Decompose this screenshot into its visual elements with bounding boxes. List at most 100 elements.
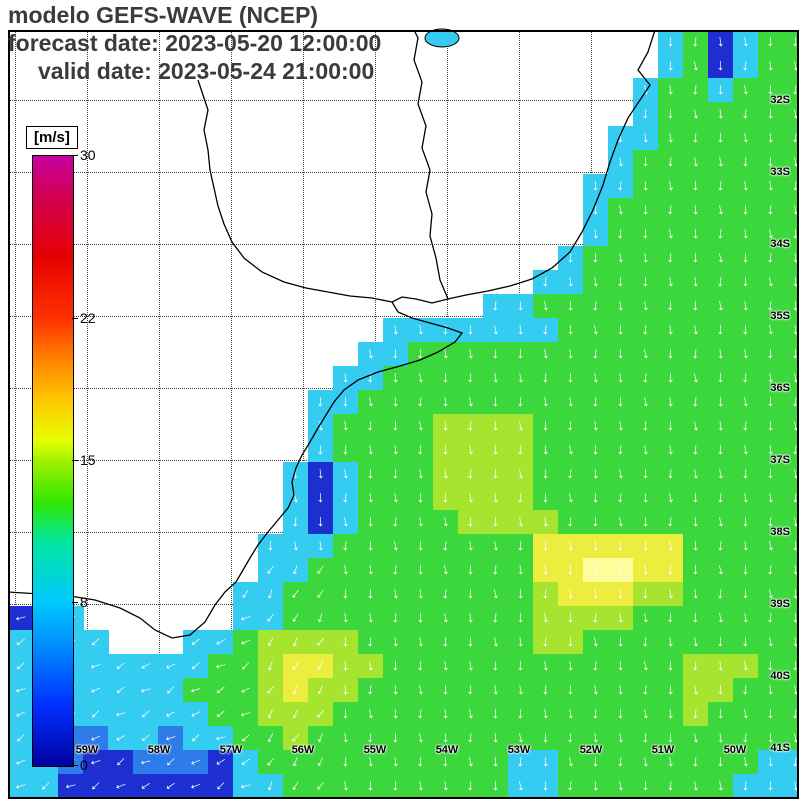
wind-arrow: ↓ <box>640 104 651 123</box>
wind-cell: ↓ <box>433 510 459 535</box>
wind-arrow: ↓ <box>590 536 601 555</box>
wind-cell: ↓ <box>333 750 359 775</box>
wind-arrow: ↓ <box>715 464 726 483</box>
wind-arrow: ↓ <box>465 656 476 675</box>
wind-arrow: ↓ <box>340 368 351 387</box>
wind-cell: ↓ <box>333 510 359 535</box>
wind-cell: ↓ <box>758 222 784 247</box>
wind-cell: ↓ <box>208 750 234 775</box>
wind-arrow: ↓ <box>515 320 526 339</box>
wind-cell: ↓ <box>408 462 434 487</box>
wind-cell: ↓ <box>383 726 409 751</box>
wind-arrow: ↓ <box>490 752 501 771</box>
wind-cell: ↓ <box>533 726 559 751</box>
wind-arrow: ↓ <box>540 368 551 387</box>
wind-arrow: ↓ <box>366 512 375 531</box>
wind-arrow: ↓ <box>666 680 675 699</box>
wind-cell: ↓ <box>608 606 634 631</box>
wind-arrow: ↓ <box>489 320 501 339</box>
wind-arrow: ↓ <box>416 560 425 579</box>
wind-cell: ↓ <box>583 726 609 751</box>
wind-cell: ↓ <box>608 294 634 319</box>
wind-arrow: ↓ <box>339 776 351 795</box>
wind-cell: ↓ <box>433 462 459 487</box>
colorbar-tick <box>72 602 78 604</box>
wind-cell: ↓ <box>733 318 759 343</box>
wind-cell: ↓ <box>8 702 34 727</box>
wind-arrow: ↓ <box>639 296 651 315</box>
wind-cell: ↓ <box>783 390 797 415</box>
wind-cell: ↓ <box>483 486 509 511</box>
wind-arrow: ↓ <box>565 392 576 411</box>
colorbar-tick-label: 22 <box>80 309 96 326</box>
wind-cell: ↓ <box>33 774 59 797</box>
wind-cell: ↓ <box>408 654 434 679</box>
wind-cell: ↓ <box>758 702 784 727</box>
wind-cell: ↓ <box>508 630 534 655</box>
wind-arrow: ↓ <box>515 680 526 699</box>
wind-arrow: ↓ <box>441 368 450 387</box>
wind-cell: ↓ <box>758 102 784 127</box>
wind-arrow: ↓ <box>591 440 600 459</box>
wind-cell: ↓ <box>683 510 709 535</box>
wind-cell: ↓ <box>708 246 734 271</box>
wind-arrow: ↓ <box>690 584 701 603</box>
wind-arrow: ↓ <box>540 680 551 699</box>
wind-cell: ↓ <box>533 750 559 775</box>
wind-cell: ↓ <box>483 534 509 559</box>
wind-cell: ↓ <box>658 582 684 607</box>
wind-arrow: ↓ <box>790 560 797 579</box>
wind-arrow: ↓ <box>491 392 500 411</box>
wind-cell: ↓ <box>258 654 284 679</box>
wind-cell: ↓ <box>233 582 259 607</box>
wind-cell: ↓ <box>433 678 459 703</box>
wind-cell: ↓ <box>358 726 384 751</box>
wind-cell: ↓ <box>658 534 684 559</box>
wind-cell: ↓ <box>308 486 334 511</box>
wind-arrow: ↓ <box>566 632 575 651</box>
wind-cell: ↓ <box>333 774 359 797</box>
wind-cell: ↓ <box>783 702 797 727</box>
wind-arrow: ↓ <box>489 632 501 651</box>
wind-arrow: ↓ <box>616 584 625 603</box>
wind-arrow: ↓ <box>366 464 375 483</box>
wind-cell: ↓ <box>758 606 784 631</box>
wind-cell: ↓ <box>258 774 284 797</box>
wind-cell: ↓ <box>783 54 797 79</box>
wind-cell: ↓ <box>783 582 797 607</box>
wind-cell: ↓ <box>758 30 784 55</box>
title-valid-date: valid date: 2023-05-24 21:00:00 <box>38 58 375 84</box>
wind-arrow: ↓ <box>664 272 676 291</box>
wind-field: ↓ ↓ ↓ ↓ ↓ ↓ ↓ ↓ ↓ ↓ ↓ ↓ ↓ ↓ ↓ ↓ ↓ ↓ ↓ ↓ ↓ ↓ ↓ ↓ ↓ ↓ ↓ ↓ ↓ ↓ ↓ ↓ ↓ ↓ ↓ ↓ ↓ ↓ ↓ ↓… <box>8 30 797 797</box>
wind-arrow: ↓ <box>715 32 726 51</box>
wind-arrow: ↓ <box>666 296 675 315</box>
wind-arrow: ↓ <box>715 152 726 171</box>
wind-cell: ↓ <box>233 654 259 679</box>
wind-cell: ↓ <box>683 174 709 199</box>
wind-cell: ↓ <box>708 270 734 295</box>
latitude-label: 38S <box>770 526 790 538</box>
wind-cell: ↓ <box>683 126 709 151</box>
wind-cell: ↓ <box>608 246 634 271</box>
wind-arrow: ↓ <box>739 344 751 363</box>
wind-cell: ↓ <box>658 774 684 797</box>
wind-cell: ↓ <box>333 462 359 487</box>
wind-cell: ↓ <box>508 750 534 775</box>
wind-arrow: ↓ <box>716 80 725 99</box>
longitude-label: 53W <box>507 744 531 756</box>
wind-cell: ↓ <box>333 582 359 607</box>
wind-cell: ↓ <box>508 366 534 391</box>
wind-cell: ↓ <box>733 198 759 223</box>
wind-cell: ↓ <box>533 390 559 415</box>
wind-arrow: ↓ <box>641 272 650 291</box>
wind-cell: ↓ <box>683 606 709 631</box>
colorbar-gradient <box>32 155 74 767</box>
wind-arrow: ↓ <box>566 608 575 627</box>
latitude-label: 37S <box>770 454 790 466</box>
wind-arrow: ↓ <box>665 440 676 459</box>
wind-cell: ↓ <box>758 630 784 655</box>
wind-cell: ↓ <box>608 702 634 727</box>
colorbar-tick-label: 30 <box>80 147 96 163</box>
wind-arrow: ↓ <box>340 680 351 699</box>
